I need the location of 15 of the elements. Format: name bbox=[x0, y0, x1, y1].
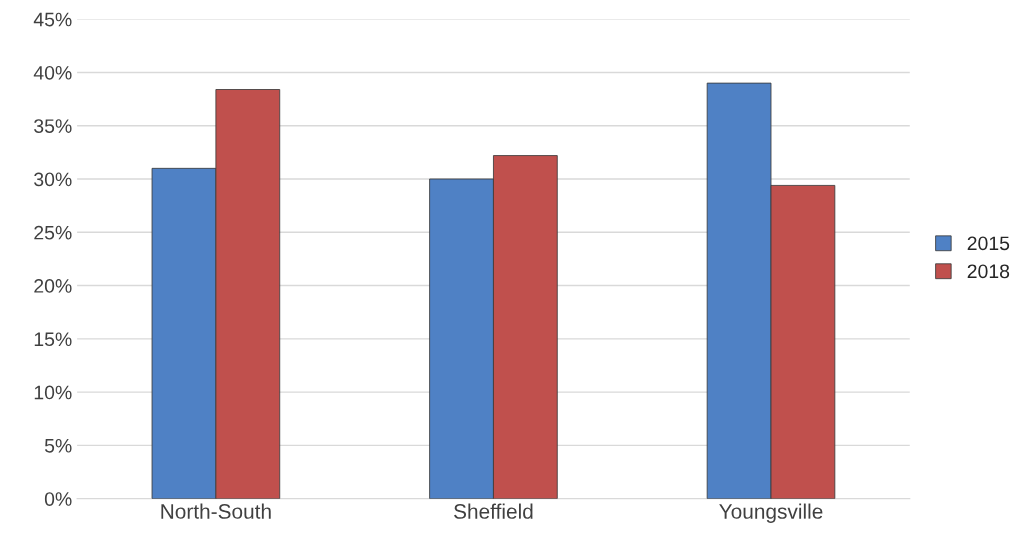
y-tick-label: 30% bbox=[34, 172, 72, 187]
x-tick-label: Youngsville bbox=[719, 503, 823, 523]
y-tick-label: 40% bbox=[33, 65, 72, 80]
legend-label: 2015 bbox=[967, 236, 1010, 251]
x-tick-label: North-South bbox=[161, 503, 271, 519]
x-tick-label: Sheffield bbox=[454, 503, 533, 519]
y-tick-label: 20% bbox=[34, 279, 72, 293]
y-tick-label: 0% bbox=[44, 492, 72, 506]
y-tick-label: 5% bbox=[44, 438, 72, 453]
y-tick-label: 15% bbox=[34, 332, 72, 347]
y-tick-label: 10% bbox=[34, 385, 72, 400]
y-tick-label: 45% bbox=[33, 12, 72, 27]
legend-label: 2018 bbox=[967, 264, 1010, 279]
y-tick-label: 35% bbox=[34, 119, 72, 133]
y-tick-label: 25% bbox=[34, 225, 72, 240]
